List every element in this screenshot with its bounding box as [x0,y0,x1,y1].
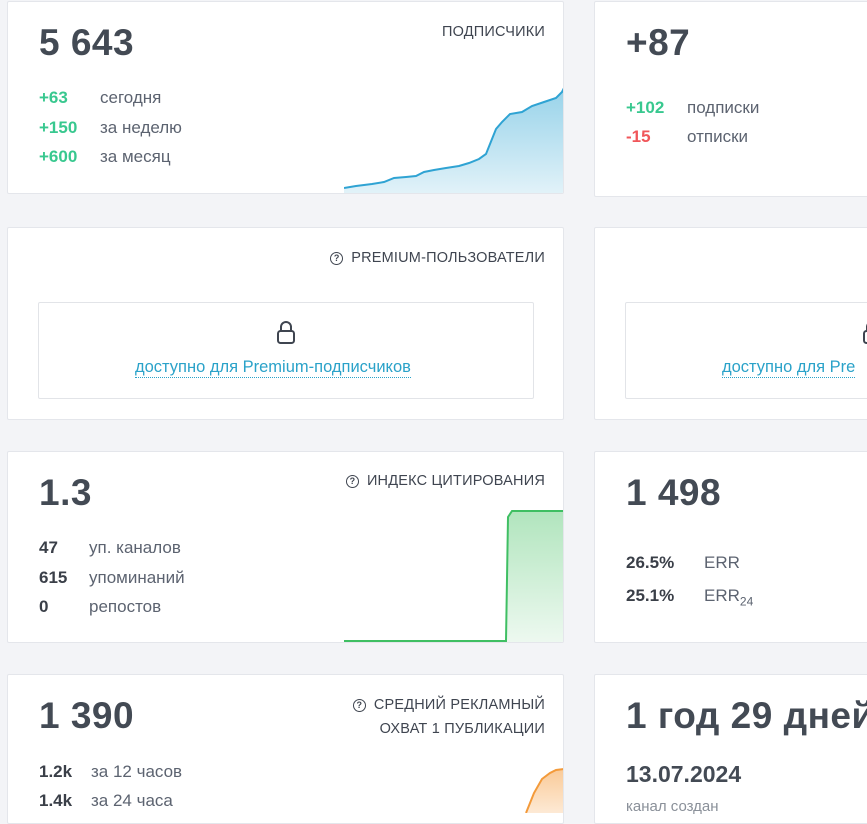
citation-sparkline [344,510,563,642]
citation-title[interactable]: ? ИНДЕКС ЦИТИРОВАНИЯ [345,469,545,493]
premium-locked-link[interactable]: доступно для Premium-подписчиков [135,358,411,378]
lock-icon [863,323,867,344]
subscribers-week: +150 за неделю [39,118,182,138]
premium-users-title-text: PREMIUM-ПОЛЬЗОВАТЕЛИ [351,250,545,266]
daily-subscribed: +102 подписки [626,98,759,118]
reach-12h-label: за 12 часов [91,762,183,781]
ad-reach-value: 1 390 [39,695,135,736]
citation-reposts-value: 0 [39,597,49,616]
premium-users-title[interactable]: ? PREMIUM-ПОЛЬЗОВАТЕЛИ [330,246,545,270]
ad-reach-sparkline [525,768,563,813]
subscribers-week-value: +150 [39,118,78,137]
premium-locked-box-right: доступно для Pre [625,302,867,399]
ad-reach-title-line1: ? СРЕДНИЙ РЕКЛАМНЫЙ [352,693,545,717]
lock-icon [277,321,295,344]
citation-channels: 47 уп. каналов [39,538,181,558]
subscribers-sparkline-line [344,87,563,189]
citation-title-text: ИНДЕКС ЦИТИРОВАНИЯ [366,473,545,489]
err-value: 26.5% [626,553,675,572]
subscribers-today: +63 сегодня [39,88,161,108]
subscribers-week-label: за неделю [100,118,182,137]
engagement-value: 1 498 [626,472,722,513]
citation-sparkline-line [344,510,563,642]
reach-12h: 1.2k за 12 часов [39,762,182,782]
subscribers-today-value: +63 [39,88,68,107]
daily-unsubscribed-value: -15 [626,127,651,146]
reach-12h-value: 1.2k [39,762,73,781]
citation-mentions-value: 615 [39,568,68,587]
err24-label-text: ERR [704,586,740,605]
channel-age-card: 1 год 29 дней 13.07.2024 канал создан [594,674,867,824]
citation-card: 1.3 ? ИНДЕКС ЦИТИРОВАНИЯ 47 уп. каналов 61… [7,451,564,643]
premium-locked-link-right[interactable]: доступно для Pre [722,358,856,378]
daily-subscribed-value: +102 [626,98,665,117]
citation-reposts: 0 репостов [39,597,161,617]
ad-reach-card: 1 390 ? СРЕДНИЙ РЕКЛАМНЫЙ ОХВАТ 1 ПУБЛИКА… [7,674,564,824]
err24-value: 25.1% [626,586,675,605]
premium-locked-card-right: доступно для Pre [594,227,867,420]
premium-users-card: ? PREMIUM-ПОЛЬЗОВАТЕЛИ доступно для Premi… [7,227,564,420]
daily-change-value: +87 [626,22,691,63]
citation-reposts-label: репостов [89,597,162,616]
citation-index-value: 1.3 [39,472,92,513]
err-label[interactable]: ERR [704,553,740,572]
subscribers-sparkline [344,87,563,193]
ad-reach-title[interactable]: ? СРЕДНИЙ РЕКЛАМНЫЙ ОХВАТ 1 ПУБЛИКАЦИИ [352,693,545,741]
subscribers-month-label: за месяц [100,147,171,166]
subscribers-card: 5 643 ПОДПИСЧИКИ +63 сегодня +150 за недел… [7,1,564,194]
reach-24h-label: за 24 часа [91,791,173,810]
daily-unsubscribed-label: отписки [687,127,749,146]
help-icon[interactable]: ? [352,699,366,712]
ad-reach-title-line2: ОХВАТ 1 ПУБЛИКАЦИИ [379,721,545,737]
citation-sparkline-area [506,511,563,642]
citation-channels-value: 47 [39,538,58,557]
citation-mentions-label: упоминаний [89,568,185,587]
citation-channels-label: уп. каналов [89,538,181,557]
reach-24h-value: 1.4k [39,791,73,810]
help-icon[interactable]: ? [345,475,359,488]
subscribers-count: 5 643 [39,22,135,63]
err-row: 26.5% ERR [626,553,740,573]
daily-change-card: +87 +102 подписки -15 отписки [594,1,867,197]
subscribers-sparkline-area [344,90,563,193]
subscribers-month-value: +600 [39,147,78,166]
help-icon[interactable]: ? [330,252,344,265]
ad-reach-sparkline-area [526,769,563,813]
subscribers-title[interactable]: ПОДПИСЧИКИ [442,24,545,40]
ad-reach-sparkline-line [525,768,563,813]
citation-mentions: 615 упоминаний [39,568,185,588]
engagement-card: 1 498 26.5% ERR 25.1% ERR24 [594,451,867,643]
err24-label-sub: 24 [739,594,754,609]
channel-created-date: 13.07.2024 [626,761,742,787]
ad-reach-title-text-1: СРЕДНИЙ РЕКЛАМНЫЙ [373,697,545,713]
reach-24h: 1.4k за 24 часа [39,791,173,811]
daily-unsubscribed: -15 отписки [626,127,748,147]
premium-locked-box: доступно для Premium-подписчиков [38,302,534,399]
err24-row: 25.1% ERR24 [626,586,753,608]
daily-subscribed-label: подписки [687,98,760,117]
err24-label[interactable]: ERR24 [704,586,754,609]
subscribers-month: +600 за месяц [39,147,171,167]
channel-age-value: 1 год 29 дней [626,695,867,736]
subscribers-today-label: сегодня [100,88,162,107]
